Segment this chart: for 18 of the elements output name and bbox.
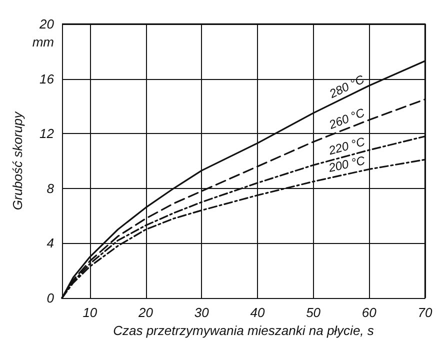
y-tick-label: 8 [46, 180, 55, 196]
text: 260 °C [326, 105, 367, 132]
y-tick-label: 4 [46, 236, 54, 251]
y-tick-label: 0 [46, 290, 55, 306]
y-tick-label: 12 [40, 126, 55, 142]
x-tick-label: 50 [306, 305, 322, 320]
y-tick-label: 16 [40, 71, 55, 86]
x-tick-label: 10 [82, 305, 98, 320]
text: 220 °C [326, 134, 367, 158]
x-tick-label: 20 [138, 305, 154, 320]
y-tick-label: 20 [38, 16, 55, 32]
x-tick-label: 70 [418, 305, 433, 320]
text: mm [32, 34, 54, 50]
x-axis-title: Czas przetrzymywania mieszanki na płycie, s [113, 322, 374, 338]
y-axis-title: Grubość skorupy [10, 110, 25, 210]
x-tick-label: 60 [362, 305, 378, 320]
x-tick-label: 30 [194, 305, 210, 320]
x-tick-label: 40 [250, 305, 266, 320]
